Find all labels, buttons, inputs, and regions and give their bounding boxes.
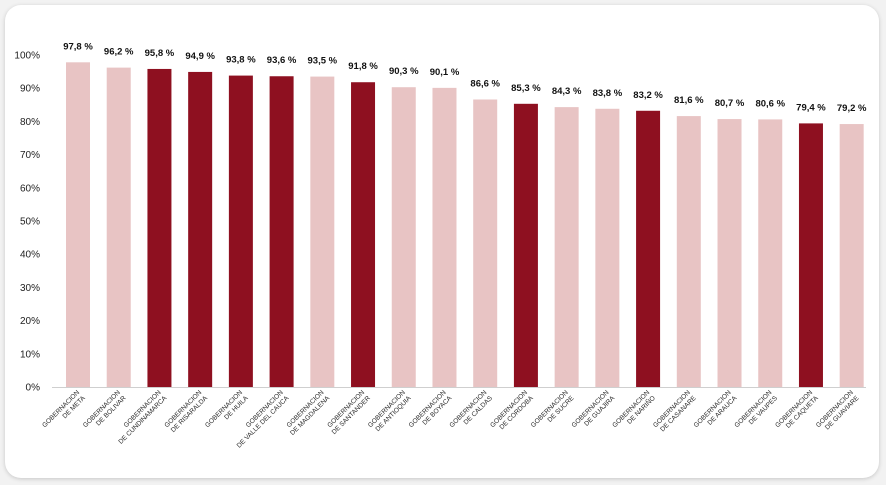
data-label: 79,4 % (796, 102, 826, 113)
data-label: 85,3 % (511, 83, 541, 94)
data-label: 94,9 % (185, 51, 215, 62)
bar (391, 87, 416, 387)
data-label: 90,1 % (430, 67, 460, 78)
value-labels: 97,8 % 96,2 % 95,8 % 94,9 % 93,8 % 93,6 % 93,5… (63, 41, 867, 114)
bar (758, 119, 783, 388)
y-tick-label: 30% (20, 283, 40, 294)
data-label: 80,7 % (715, 98, 745, 109)
data-label: 93,6 % (267, 55, 297, 66)
y-tick-label: 70% (20, 150, 40, 161)
data-label: 86,6 % (470, 78, 500, 89)
bar (595, 108, 620, 387)
data-label: 93,5 % (308, 56, 338, 67)
bar (310, 76, 335, 387)
y-tick-label: 60% (20, 183, 40, 194)
data-label: 84,3 % (552, 86, 582, 97)
bar (839, 124, 864, 387)
bar (473, 99, 498, 387)
bar (676, 116, 701, 387)
bar (106, 67, 131, 387)
y-tick-label: 40% (20, 250, 40, 261)
y-tick-label: 90% (20, 84, 40, 95)
data-label: 91,8 % (348, 61, 378, 72)
bar (188, 71, 213, 387)
y-axis: 0% 10% 20% 30% 40% 50% 60% 70% 80% 90% 100% (14, 51, 866, 394)
data-label: 95,8 % (145, 48, 175, 59)
bar (66, 62, 90, 387)
bar (432, 87, 457, 388)
bar (351, 82, 376, 387)
y-tick-label: 0% (26, 383, 41, 394)
data-label: 80,6 % (755, 98, 785, 109)
bar (798, 123, 823, 387)
bar (636, 110, 661, 387)
bar-series (66, 62, 864, 388)
data-label: 96,2 % (104, 47, 134, 58)
y-tick-label: 10% (20, 349, 40, 360)
y-tick-label: 80% (20, 117, 40, 128)
bar (228, 75, 253, 388)
data-label: 97,8 % (63, 41, 93, 52)
data-label: 83,8 % (593, 88, 623, 99)
bar (147, 68, 172, 387)
data-label: 83,2 % (633, 90, 663, 101)
bar (554, 107, 579, 388)
data-label: 81,6 % (674, 95, 704, 106)
bar (717, 119, 742, 388)
bar (269, 76, 294, 388)
y-tick-label: 20% (20, 316, 40, 327)
y-tick-label: 100% (14, 51, 40, 62)
bar (513, 103, 538, 387)
data-label: 90,3 % (389, 66, 419, 77)
data-label: 79,2 % (837, 103, 867, 114)
data-label: 93,8 % (226, 55, 256, 66)
y-tick-label: 50% (20, 217, 40, 228)
